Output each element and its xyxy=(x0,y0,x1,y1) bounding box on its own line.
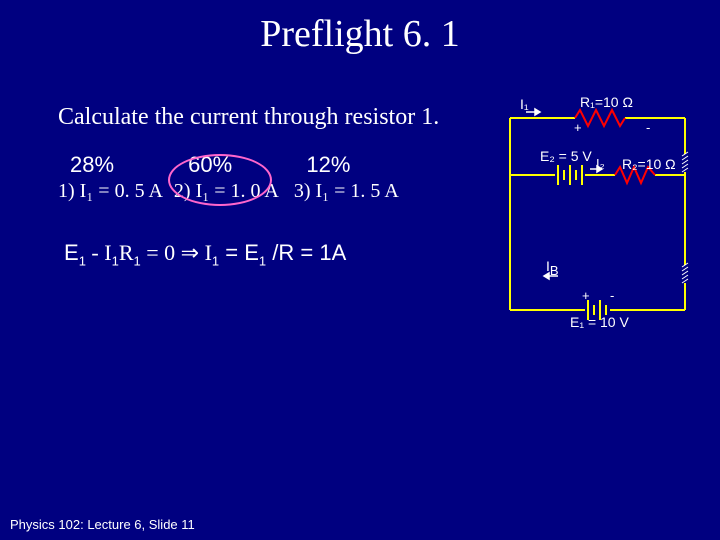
eq-eq: = xyxy=(219,240,244,265)
label-plus1: + xyxy=(574,120,582,135)
eq-minus: - I xyxy=(86,240,112,265)
eq-e2: E xyxy=(244,240,259,265)
label-i2: I₂ xyxy=(596,156,605,171)
page-title: Preflight 6. 1 xyxy=(0,0,720,56)
label-plus2: + xyxy=(582,288,590,303)
percent-1: 28% xyxy=(70,152,114,178)
label-r1: R₁=10 Ω xyxy=(580,94,633,110)
eq-i: I xyxy=(199,240,212,265)
label-e2: E₂ = 5 V xyxy=(540,148,592,164)
question-text: Calculate the current through resistor 1… xyxy=(58,104,439,131)
eq-arrow: ⇒ xyxy=(181,240,199,265)
label-e1: E₁ = 10 V xyxy=(570,314,629,330)
eq-rest: /R = 1A xyxy=(266,240,346,265)
slide-footer: Physics 102: Lecture 6, Slide 11 xyxy=(10,517,195,532)
label-i1: I₁ xyxy=(520,96,529,112)
answer-1: 1) I₁ = 0. 5 A xyxy=(58,180,163,203)
answer-3: 3) I₁ = 1. 5 A xyxy=(294,180,399,203)
percent-3: 12% xyxy=(306,152,350,178)
eq-sub: 1 xyxy=(112,253,119,268)
solution-equation: E1 - I1R1 = 0 ⇒ I1 = E1 /R = 1A xyxy=(64,240,346,268)
eq-sub: 1 xyxy=(79,253,86,268)
label-r2: R₂=10 Ω xyxy=(622,156,676,172)
eq-r: R xyxy=(119,240,134,265)
circuit-svg xyxy=(490,100,700,330)
circuit-diagram: I₁ R₁=10 Ω + - E₂ = 5 V I₂ R₂=10 Ω IB + … xyxy=(490,100,700,330)
label-ib: IB xyxy=(546,258,559,278)
eq-eq0: = 0 xyxy=(141,240,181,265)
eq-sub: 1 xyxy=(134,253,141,268)
eq-e1: E xyxy=(64,240,79,265)
label-minus2: - xyxy=(610,288,614,303)
label-minus1: - xyxy=(646,120,650,135)
highlight-oval xyxy=(168,154,272,206)
